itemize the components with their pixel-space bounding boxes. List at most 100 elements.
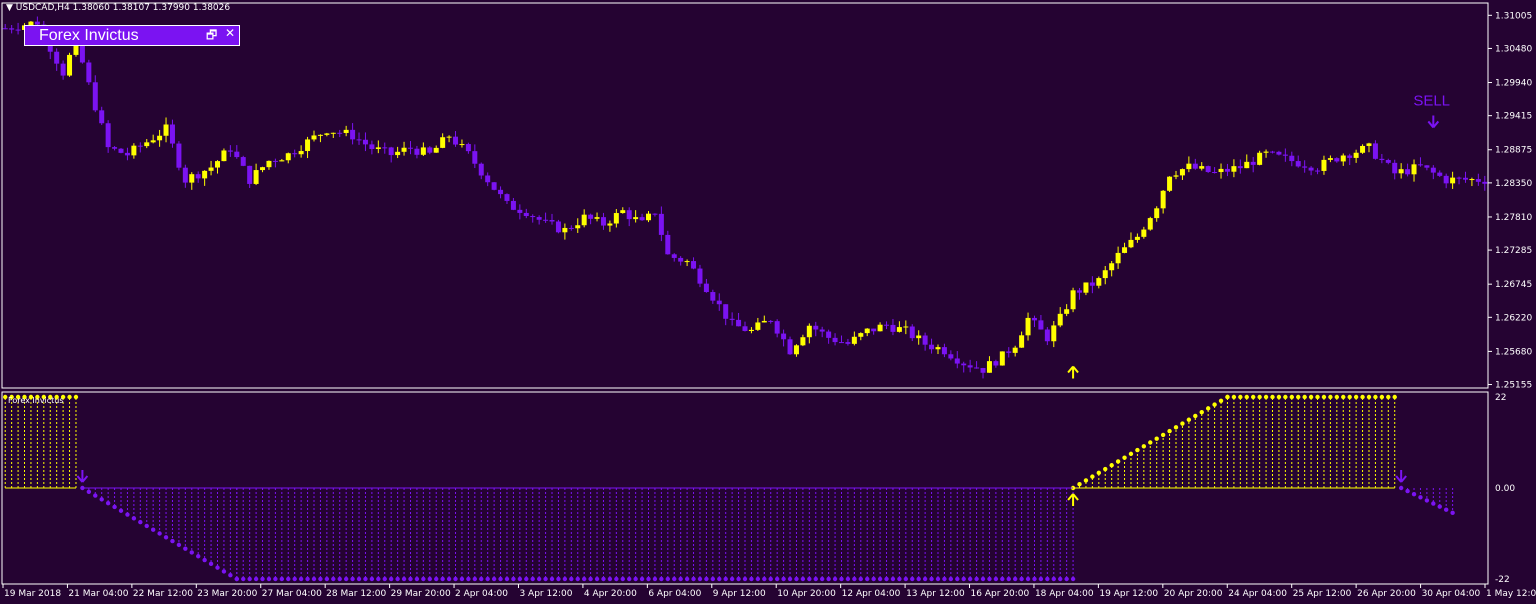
candle-body xyxy=(922,335,928,345)
candle-body xyxy=(819,329,825,332)
price-tick-label: 1.31005 xyxy=(1495,11,1532,21)
candle-body xyxy=(594,217,600,219)
candle-body xyxy=(240,157,246,166)
indicator-dot xyxy=(408,576,413,582)
indicator-dot xyxy=(1360,394,1365,400)
indicator-dot xyxy=(138,519,143,525)
candle-body xyxy=(1475,179,1481,182)
candle-body xyxy=(54,51,60,64)
price-tick-label: 1.27285 xyxy=(1495,246,1532,256)
candle-body xyxy=(832,337,838,343)
candle-body xyxy=(427,147,433,153)
candle-body xyxy=(362,139,368,145)
candle-body xyxy=(1340,155,1346,162)
indicator-dot xyxy=(717,576,722,582)
candle-body xyxy=(465,144,471,152)
candle-body xyxy=(311,135,317,140)
indicator-dot xyxy=(215,565,220,570)
candle-body xyxy=(266,160,272,168)
candle-body xyxy=(247,165,253,184)
candle-body xyxy=(1224,168,1230,172)
candle-body xyxy=(1102,270,1108,279)
candle-body xyxy=(15,29,21,31)
forex-invictus-panel[interactable]: Forex Invictus 🗗 ✕ xyxy=(24,25,240,46)
indicator-dot xyxy=(434,576,439,582)
time-tick-label: 20 Apr 20:00 xyxy=(1164,589,1223,599)
candle-body xyxy=(1250,161,1256,165)
indicator-dot xyxy=(819,576,825,582)
restore-icon[interactable]: 🗗 xyxy=(206,28,218,42)
chevron-down-icon[interactable]: ▼ xyxy=(6,3,13,13)
indicator-dot xyxy=(311,576,317,582)
indicator-dot xyxy=(774,576,780,582)
candle-body xyxy=(350,129,356,140)
candle-body xyxy=(549,219,555,222)
indicator-dot xyxy=(530,576,535,582)
time-tick-label: 4 Apr 20:00 xyxy=(584,589,637,599)
indicator-dot xyxy=(67,394,72,400)
indicator-dot xyxy=(241,576,246,582)
indicator-dot xyxy=(549,576,555,582)
indicator-dot xyxy=(652,576,658,582)
indicator-dot xyxy=(742,576,748,582)
candle-body xyxy=(530,216,536,218)
candle-body xyxy=(639,217,645,221)
candle-body xyxy=(1070,290,1076,310)
indicator-dot xyxy=(1328,394,1333,400)
candle-body xyxy=(665,234,671,255)
indicator-dot xyxy=(1167,428,1172,434)
candle-body xyxy=(1302,166,1308,168)
indicator-dot xyxy=(221,569,227,574)
candle-body xyxy=(575,225,581,229)
candle-body xyxy=(607,223,613,226)
indicator-dot xyxy=(1193,413,1198,419)
time-tick-label: 19 Apr 12:00 xyxy=(1099,589,1158,599)
indicator-dot xyxy=(581,576,587,582)
candle-body xyxy=(292,153,298,155)
candle-body xyxy=(1347,155,1353,158)
time-tick-label: 1 May 12:00 xyxy=(1486,589,1536,599)
indicator-dot xyxy=(279,576,285,582)
close-icon[interactable]: ✕ xyxy=(225,26,236,40)
indicator-frame-border xyxy=(1,391,1489,585)
candle-body xyxy=(1064,309,1070,314)
candle-body xyxy=(813,325,819,330)
price-tick-label: 1.25680 xyxy=(1495,347,1532,357)
candle-body xyxy=(999,351,1005,366)
candle-body xyxy=(697,268,703,284)
candle-body xyxy=(182,167,188,183)
indicator-dot xyxy=(877,576,883,582)
candle-body xyxy=(1160,190,1166,209)
candle-body xyxy=(253,170,259,184)
indicator-dot xyxy=(54,394,59,400)
time-tick-label: 18 Apr 04:00 xyxy=(1035,589,1094,599)
indicator-dot xyxy=(1160,432,1166,438)
candle-body xyxy=(1115,252,1121,264)
candle-body xyxy=(440,137,446,148)
indicator-dot xyxy=(524,576,529,582)
indicator-dot xyxy=(588,576,593,582)
time-tick-label: 28 Mar 12:00 xyxy=(326,589,386,599)
candle-body xyxy=(793,345,799,355)
time-axis: 19 Mar 2018 21 Mar 04:00 22 Mar 12:00 23 Ma… xyxy=(2,584,1536,599)
indicator-dot xyxy=(273,576,278,582)
candle-body xyxy=(658,213,664,235)
indicator-dot xyxy=(253,576,259,582)
candle-body xyxy=(1096,278,1102,286)
indicator-dot xyxy=(1045,576,1050,582)
candle-body xyxy=(1192,163,1198,169)
candle-body xyxy=(118,148,124,153)
time-tick-label: 13 Apr 12:00 xyxy=(906,589,965,599)
indicator-dot xyxy=(466,576,471,582)
buy-arrow-icon xyxy=(1067,493,1079,506)
candle-body xyxy=(1006,351,1012,353)
candle-body xyxy=(1430,167,1436,173)
indicator-dot xyxy=(704,576,709,582)
candle-body xyxy=(1212,172,1218,174)
candle-body xyxy=(504,194,510,201)
time-tick-label: 24 Apr 04:00 xyxy=(1228,589,1287,599)
symbol-label: USDCAD,H4 xyxy=(15,3,70,13)
indicator-dot xyxy=(736,576,741,582)
indicator-dot xyxy=(1353,394,1359,400)
candle-body xyxy=(691,261,697,269)
